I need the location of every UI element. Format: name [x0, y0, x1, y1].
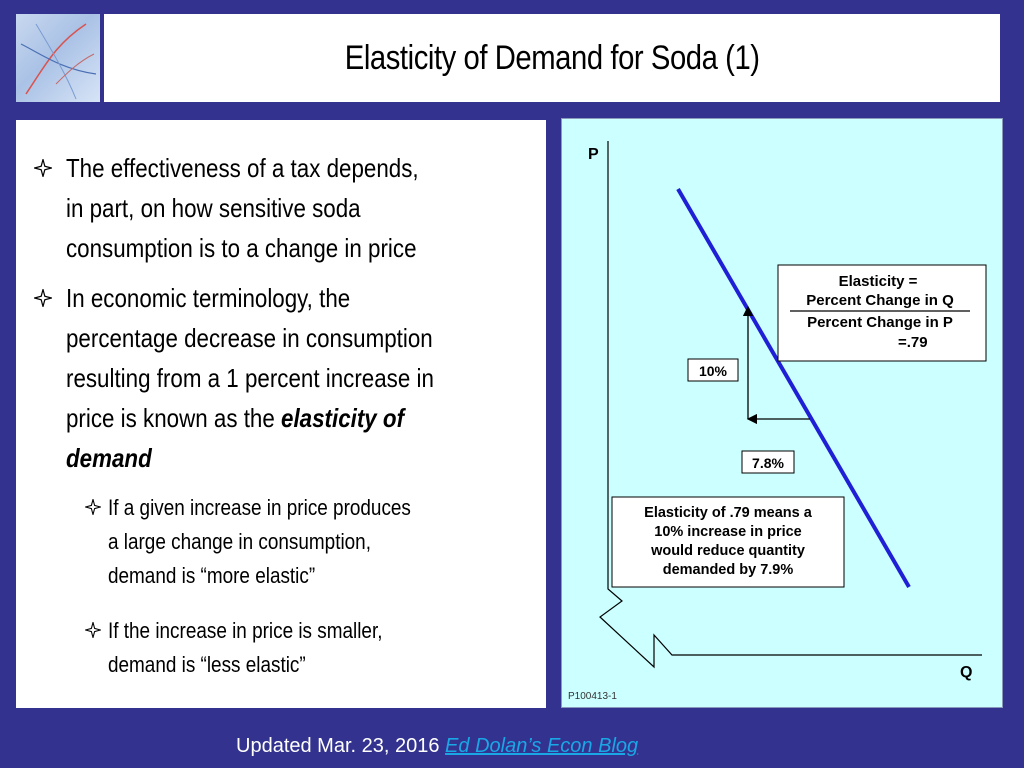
text-panel: The effectiveness of a tax depends, in p… [16, 120, 546, 708]
figure-id: P100413-1 [568, 691, 617, 702]
explanation-line-1: Elasticity of .79 means a [644, 505, 813, 521]
x-axis-label: Q [960, 664, 972, 681]
slide-title: Elasticity of Demand for Soda (1) [344, 38, 760, 77]
elasticity-value: =.79 [898, 334, 928, 351]
logo-thumbnail [16, 14, 100, 102]
bullet-2-line-4-text: price is known as the [66, 403, 282, 433]
explanation-line-3: would reduce quantity [650, 543, 805, 559]
four-point-star-icon [20, 148, 66, 177]
four-point-star-icon [78, 614, 108, 638]
price-change-box [687, 358, 739, 382]
sub-bullet-1-line-2: a large change in consumption, [108, 529, 371, 554]
y-axis-label: P [588, 146, 599, 163]
bullet-2-line-4: price is known as the elasticity of [66, 398, 434, 438]
bullet-2-line-2: percentage decrease in consumption [66, 323, 433, 353]
price-change-label: 10% [699, 363, 728, 379]
elasticity-heading: Elasticity = [839, 273, 918, 290]
bullet-2: In economic terminology, the percentage … [20, 278, 494, 478]
four-point-star-icon [78, 491, 108, 515]
footer: Updated Mar. 23, 2016 Ed Dolan’s Econ Bl… [236, 735, 638, 758]
logo-sketch [20, 23, 97, 100]
term-elasticity-of: elasticity of [281, 403, 405, 433]
demand-diagram-svg: P Q 10% 7.8% Elasticity = Percent Change… [568, 141, 987, 702]
quantity-change-box [741, 450, 795, 474]
sub-bullet-2: If the increase in price is smaller, dem… [78, 614, 427, 682]
title-bar: Elasticity of Demand for Soda (1) [104, 14, 1000, 102]
sub-bullet-1: If a given increase in price produces a … [78, 491, 460, 593]
explanation-box [611, 496, 845, 588]
sub-bullet-1-line-1: If a given increase in price produces [108, 495, 411, 520]
four-point-star-icon [20, 278, 66, 307]
sub-bullet-1-line-3: demand is “more elastic” [108, 563, 316, 588]
footer-text: Updated Mar. 23, 2016 [236, 735, 446, 757]
sub-bullet-2-line-1: If the increase in price is smaller, [108, 618, 383, 643]
demand-line [676, 187, 911, 589]
explanation-line-2: 10% increase in price [654, 524, 802, 540]
y-axis [599, 141, 982, 669]
bullet-2-line-1: In economic terminology, the [66, 283, 351, 313]
bullet-2-line-5: demand [66, 438, 434, 478]
bullet-2-line-3: resulting from a 1 percent increase in [66, 363, 434, 393]
quantity-change-label: 7.8% [752, 455, 784, 471]
demand-diagram: P Q 10% 7.8% Elasticity = Percent Change… [561, 118, 1003, 708]
elasticity-numerator: Percent Change in Q [806, 292, 954, 309]
bullet-1-line-1: The effectiveness of a tax depends, [66, 153, 419, 183]
blog-link[interactable]: Ed Dolan’s Econ Blog [445, 735, 639, 757]
elasticity-denominator: Percent Change in P [807, 314, 953, 331]
explanation-line-4: demanded by 7.9% [663, 562, 794, 578]
bullet-1: The effectiveness of a tax depends, in p… [20, 148, 476, 268]
elasticity-formula-box [777, 264, 987, 362]
bullet-1-line-2: in part, on how sensitive soda [66, 193, 361, 223]
sub-bullet-2-line-2: demand is “less elastic” [108, 652, 306, 677]
bullet-1-line-3: consumption is to a change in price [66, 233, 417, 263]
term-demand: demand [66, 443, 152, 473]
